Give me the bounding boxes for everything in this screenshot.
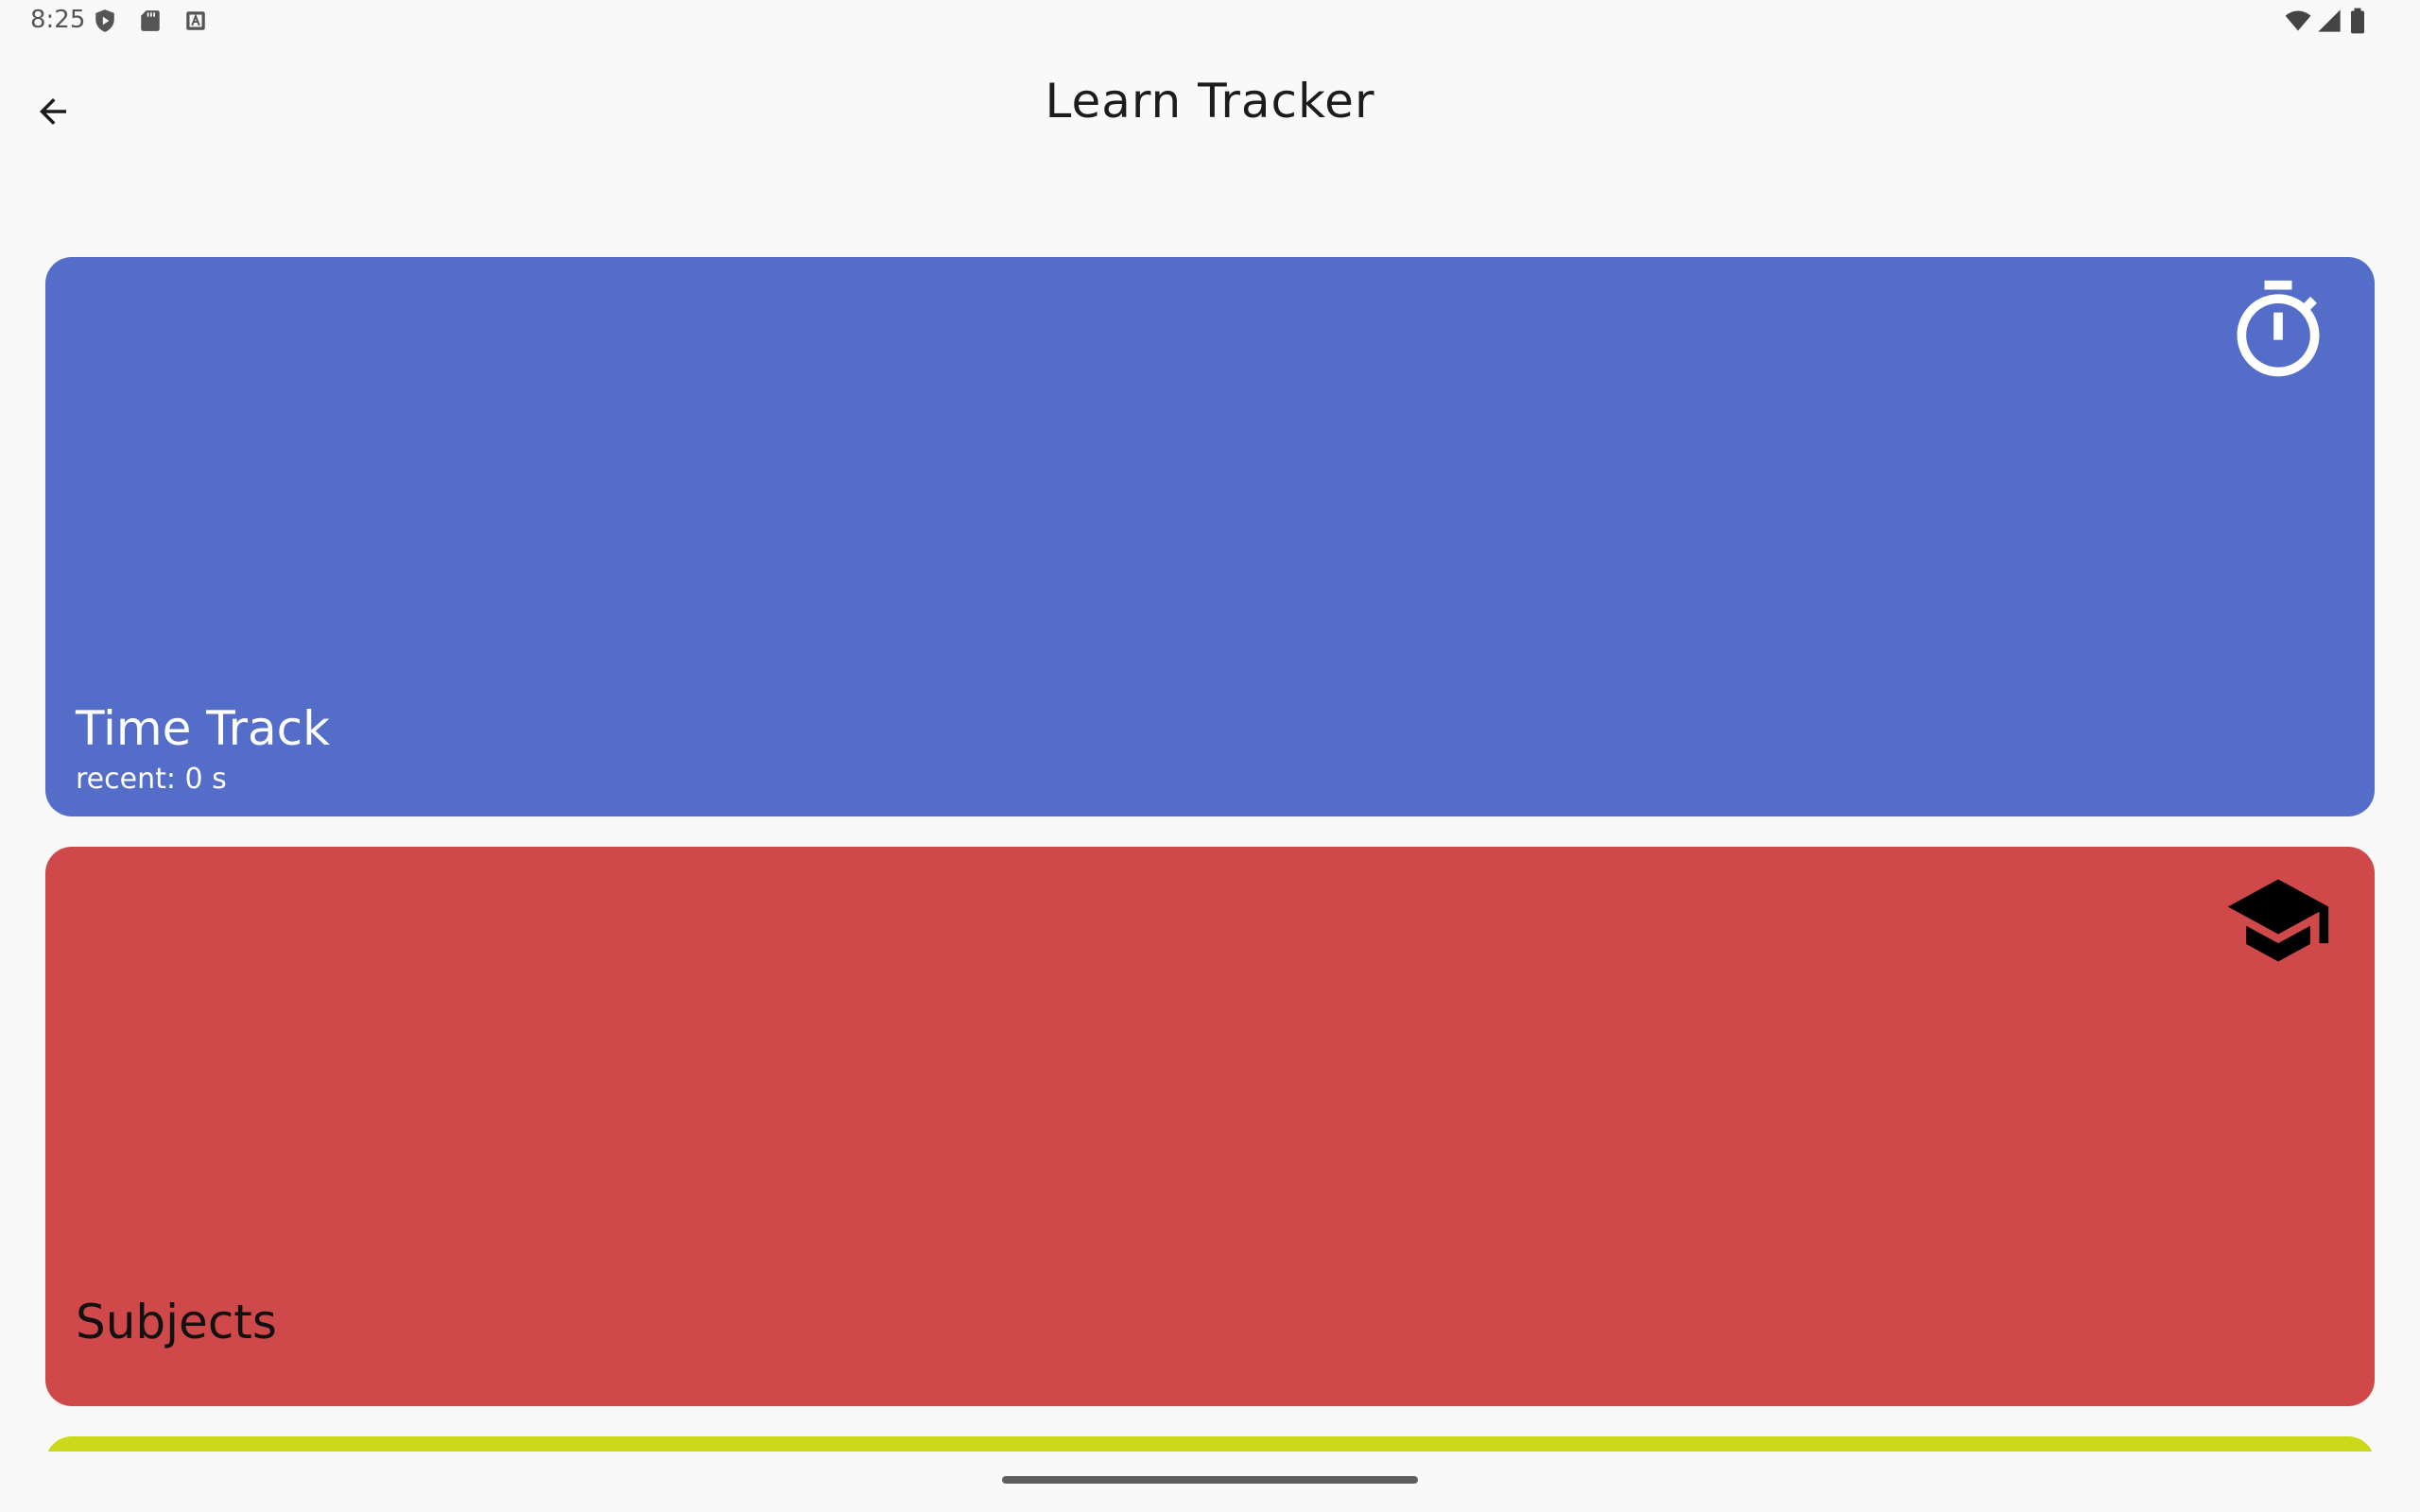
time-track-recent: recent: 0 s — [76, 763, 227, 796]
status-bar: 8:25 — [0, 0, 2420, 45]
arrow-back-icon — [40, 98, 66, 125]
graduation-cap-icon — [2227, 879, 2329, 962]
time-track-title: Time Track — [76, 701, 331, 756]
gesture-nav-handle[interactable] — [1002, 1476, 1418, 1484]
page-title: Learn Tracker — [1045, 74, 1375, 129]
wifi-icon — [2285, 10, 2311, 31]
sd-card-icon — [141, 10, 160, 31]
subjects-card[interactable]: Subjects — [45, 847, 2375, 1406]
subjects-title: Subjects — [76, 1295, 277, 1349]
app-bar: Learn Tracker — [0, 45, 2420, 166]
back-button[interactable] — [23, 81, 83, 142]
status-time: 8:25 — [30, 6, 86, 34]
time-track-card[interactable]: Time Track recent: 0 s — [45, 257, 2375, 816]
keyboard-a-icon — [186, 11, 205, 30]
stopwatch-icon — [2237, 280, 2320, 377]
battery-icon — [2351, 8, 2364, 34]
cell-signal-icon — [2318, 9, 2341, 32]
play-protect-icon — [95, 9, 114, 32]
